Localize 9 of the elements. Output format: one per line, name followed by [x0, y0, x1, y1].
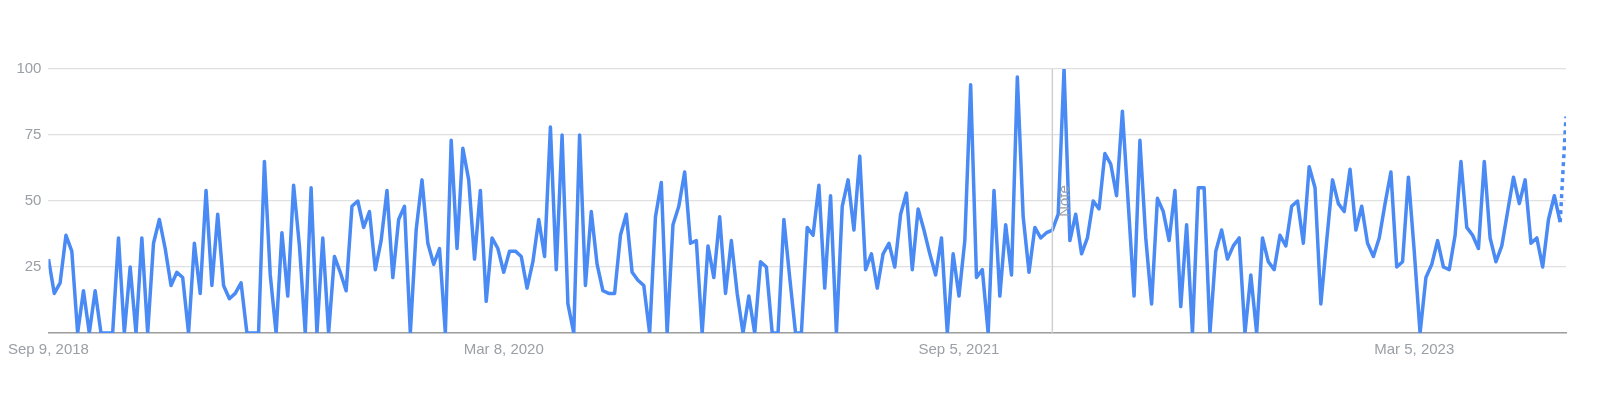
x-tick-label: Sep 5, 2021	[918, 340, 1000, 358]
x-tick-label: Mar 5, 2023	[1374, 340, 1455, 358]
y-tick-label: 100	[16, 59, 42, 77]
x-tick-label: Mar 8, 2020	[463, 340, 544, 358]
y-tick-label: 25	[24, 257, 42, 275]
ref-line-label: Note	[1054, 185, 1072, 217]
y-tick-label: 75	[24, 125, 42, 143]
y-tick-label: 50	[24, 191, 42, 209]
x-tick-label: Sep 9, 2018	[8, 340, 89, 358]
